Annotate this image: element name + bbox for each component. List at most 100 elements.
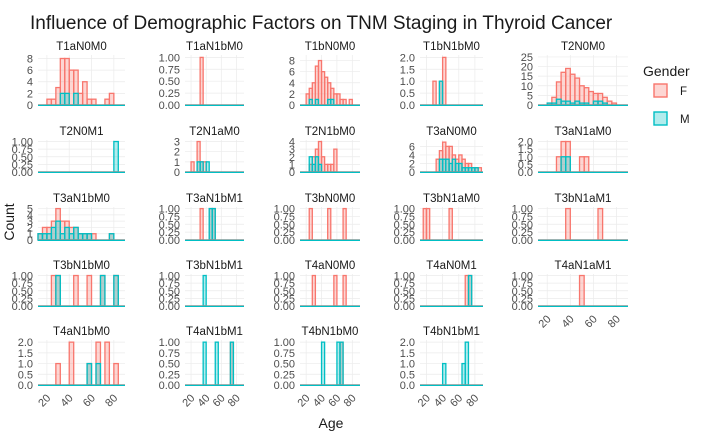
y-tick-label: 1.5 [518,144,533,156]
female-bar [425,207,431,241]
y-tick-label: 1 [174,157,180,169]
y-tick-label: 0.25 [159,88,180,100]
male-bar [86,362,93,386]
legend-key-male [653,111,668,126]
female-bar [555,156,562,173]
y-tick-label: 0.00 [512,235,533,247]
y-tick-label: 0.00 [394,301,415,313]
facet-panel: T3bN1bM0 0.000.250.500.751.00 [12,260,125,313]
y-tick-label: 0.5 [18,369,33,381]
female-bar [578,85,585,106]
y-tick-label: 0.00 [159,380,180,392]
y-tick-label: 0.5 [400,369,415,381]
y-tick-label: 5 [527,90,533,102]
y-tick-label: 0.50 [159,219,180,231]
y-tick-label: 1.00 [12,137,33,149]
male-bar [441,362,447,386]
female-bar [432,80,437,106]
male-bar [229,341,235,386]
facet-title: T2N0M1 [59,126,103,138]
female-bar [583,87,590,106]
female-bar [104,98,111,106]
female-bar [55,86,61,106]
y-tick-label: 1.00 [394,204,415,216]
male-bar [464,341,470,386]
male-bar [68,233,75,241]
y-tick-label: 0.00 [274,301,295,313]
y-tick-label: 0.00 [512,301,533,313]
y-tick-label: 20 [521,62,533,74]
y-tick-label: 0.0 [400,100,415,112]
male-bar [211,207,216,241]
x-tick-label: 40 [560,313,577,330]
x-tick-label: 80 [464,392,481,409]
y-tick-label: 0.25 [159,369,180,381]
x-tick-label: 20 [416,392,433,409]
y-tick-label: 0.50 [274,219,295,231]
y-tick-label: 8 [289,56,295,68]
y-tick-label: 2 [27,222,33,234]
y-tick-label: 0.75 [159,278,180,290]
legend-title: Gender [643,63,690,79]
y-tick-label: 3 [27,216,33,228]
y-tick-label: 0.25 [394,227,415,239]
female-bar [348,98,353,106]
y-tick-label: 0.25 [159,227,180,239]
y-tick-label: 6 [289,67,295,79]
y-tick-label: 1.5 [18,348,33,360]
x-tick-label: 80 [606,313,623,330]
facet-panel: T1bN1bM0 0.00.51.01.52.0 [400,41,483,112]
y-tick-label: 1.0 [400,76,415,88]
female-bar [342,274,347,307]
x-tick-label: 20 [537,313,554,330]
female-bar [50,98,57,106]
x-tick-label: 40 [432,392,449,409]
female-bar [68,69,75,106]
facet-title: T4aN1bM0 [53,326,110,338]
y-tick-label: 0.25 [274,369,295,381]
y-tick-label: 0.00 [12,301,33,313]
y-tick-label: 0.50 [159,286,180,298]
y-tick-label: 0.75 [12,144,33,156]
facet-title: T4aN1aM1 [555,260,612,272]
y-tick-label: 0.00 [394,235,415,247]
facet-title: T3aN1bM1 [186,193,243,205]
facet-title: T3bN1aM0 [423,193,480,205]
facet-title: T3bN0M0 [305,193,356,205]
y-tick-label: 0.50 [512,219,533,231]
male-bar [330,98,335,106]
facet-panel: T4aN1aM1 0.000.250.500.751.00 20 40 60 80 [512,260,628,330]
male-bar [77,233,84,241]
male-bar [99,274,106,307]
y-tick-label: 4 [27,77,33,89]
male-bar [113,274,119,307]
female-bar [448,207,453,241]
y-tick-label: 1.00 [394,271,415,283]
y-tick-label: 0.0 [18,380,33,392]
male-bar [565,156,571,173]
female-bar [578,274,585,307]
y-tick-label: 2.0 [400,337,415,349]
x-axis-label: Age [319,415,344,431]
y-tick-label: 4 [409,150,415,162]
male-bar [320,341,326,386]
facet-title: T3bN1bM0 [53,260,110,272]
male-bar [64,92,70,106]
male-bar [438,80,444,106]
y-tick-label: 0.50 [394,219,415,231]
y-tick-label: 2 [174,147,180,159]
female-bar [86,98,93,106]
facet-title: T4aN0M0 [305,260,356,272]
y-tick-label: 4 [289,137,295,149]
male-bar [81,233,88,241]
facet-title: T4bN1bM1 [423,326,480,338]
male-bar [37,233,44,241]
y-tick-label: 1.5 [400,348,415,360]
male-bar [205,161,210,173]
y-tick-label: 0.0 [400,380,415,392]
